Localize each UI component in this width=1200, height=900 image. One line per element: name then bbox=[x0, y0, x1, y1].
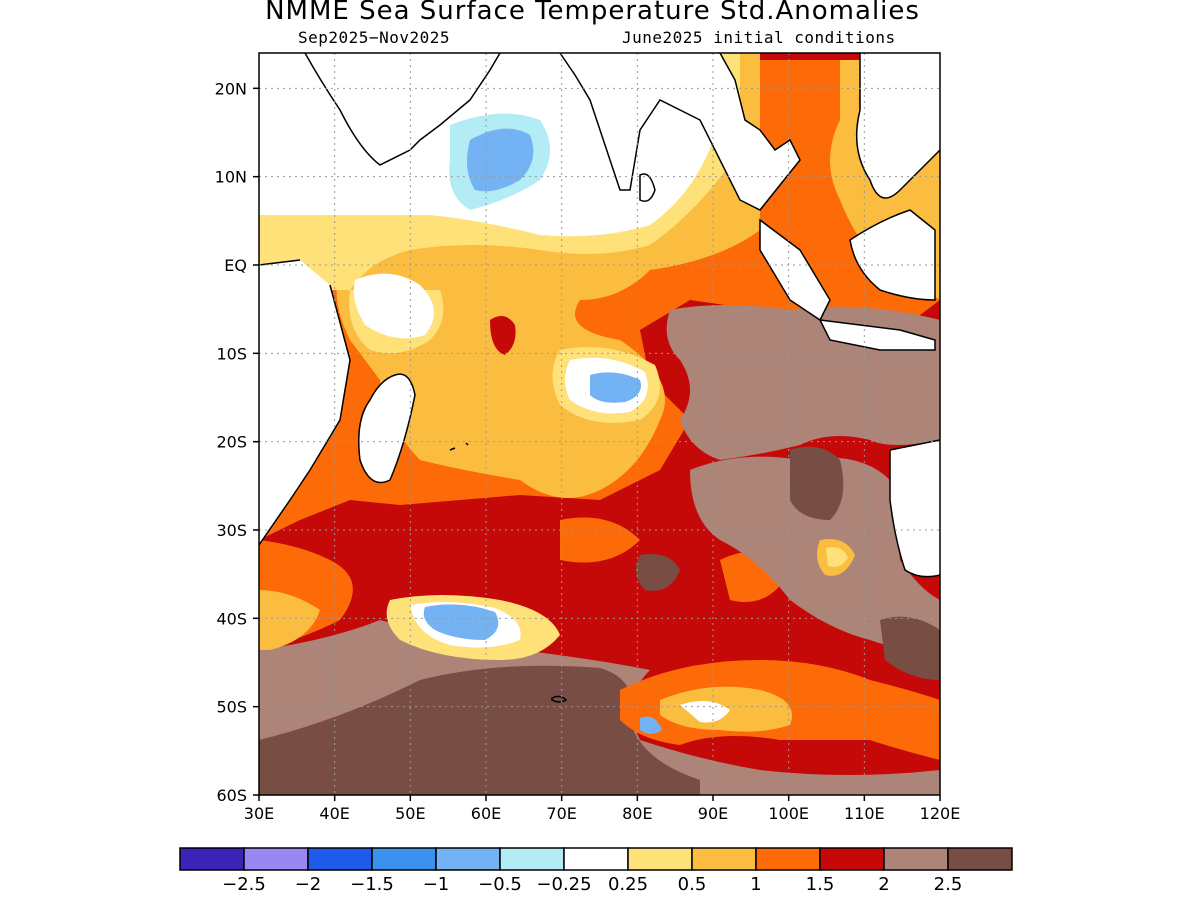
colorbar-label: 2 bbox=[878, 874, 889, 895]
lon-tick-label: 120E bbox=[920, 804, 961, 823]
colorbar-label: −1.5 bbox=[350, 874, 394, 895]
lat-tick-label: 10N bbox=[215, 168, 247, 187]
lat-tick-label: EQ bbox=[224, 256, 247, 275]
lon-tick-label: 30E bbox=[244, 804, 274, 823]
colorbar-swatch bbox=[563, 847, 629, 871]
colorbar-swatch bbox=[307, 847, 373, 871]
lat-tick-label: 20N bbox=[215, 79, 247, 98]
lon-tick-label: 90E bbox=[698, 804, 728, 823]
anomaly-field bbox=[259, 53, 940, 795]
colorbar-swatch bbox=[755, 847, 821, 871]
lon-tick-label: 100E bbox=[768, 804, 809, 823]
lon-tick-label: 80E bbox=[622, 804, 652, 823]
colorbar-swatch bbox=[947, 847, 1013, 871]
lat-tick-label: 40S bbox=[216, 609, 247, 628]
coastlines bbox=[259, 53, 940, 703]
colorbar-swatch bbox=[691, 847, 757, 871]
colorbar-label: −2 bbox=[295, 874, 322, 895]
map-frame bbox=[258, 52, 941, 796]
colorbar-label: −0.5 bbox=[478, 874, 522, 895]
lon-tick-label: 110E bbox=[844, 804, 885, 823]
lat-tick-label: 10S bbox=[216, 344, 247, 363]
lon-tick-label: 40E bbox=[319, 804, 349, 823]
colorbar-label: 1 bbox=[750, 874, 761, 895]
lat-tick-label: 20S bbox=[216, 433, 247, 452]
colorbar-swatch bbox=[819, 847, 885, 871]
lat-tick-label: 60S bbox=[216, 786, 247, 805]
colorbar-swatch bbox=[627, 847, 693, 871]
colorbar-label: −2.5 bbox=[222, 874, 266, 895]
colorbar-swatch bbox=[435, 847, 501, 871]
latitude-axis: 20N 10N EQ 10S 20S 30S 40S 50S 60S bbox=[215, 79, 259, 805]
colorbar-label: −1 bbox=[423, 874, 450, 895]
colorbar-swatch bbox=[243, 847, 309, 871]
colorbar-label: 0.5 bbox=[678, 874, 707, 895]
colorbar-swatch bbox=[179, 847, 245, 871]
lat-tick-label: 50S bbox=[216, 698, 247, 717]
colorbar-label: 0.25 bbox=[608, 874, 648, 895]
initial-conditions: June2025 initial conditions bbox=[622, 28, 896, 47]
lon-tick-label: 60E bbox=[471, 804, 501, 823]
lon-tick-label: 70E bbox=[546, 804, 576, 823]
lon-tick-label: 50E bbox=[395, 804, 425, 823]
colorbar-swatch bbox=[883, 847, 949, 871]
gridlines bbox=[259, 53, 940, 795]
colorbar-swatch bbox=[371, 847, 437, 871]
lat-tick-label: 30S bbox=[216, 521, 247, 540]
colorbar-label: −0.25 bbox=[536, 874, 591, 895]
colorbar-swatch bbox=[499, 847, 565, 871]
colorbar: −2.5 −2 −1.5 −1 −0.5 −0.25 0.25 0.5 1 1.5 2 2.5 bbox=[179, 847, 1013, 895]
colorbar-label: 2.5 bbox=[934, 874, 963, 895]
colorbar-label: 1.5 bbox=[806, 874, 835, 895]
forecast-season: Sep2025−Nov2025 bbox=[298, 28, 450, 47]
longitude-axis: 30E 40E 50E 60E 70E 80E 90E 100E 110E 120E bbox=[244, 795, 961, 823]
map-title: NMME Sea Surface Temperature Std.Anomali… bbox=[265, 0, 920, 26]
